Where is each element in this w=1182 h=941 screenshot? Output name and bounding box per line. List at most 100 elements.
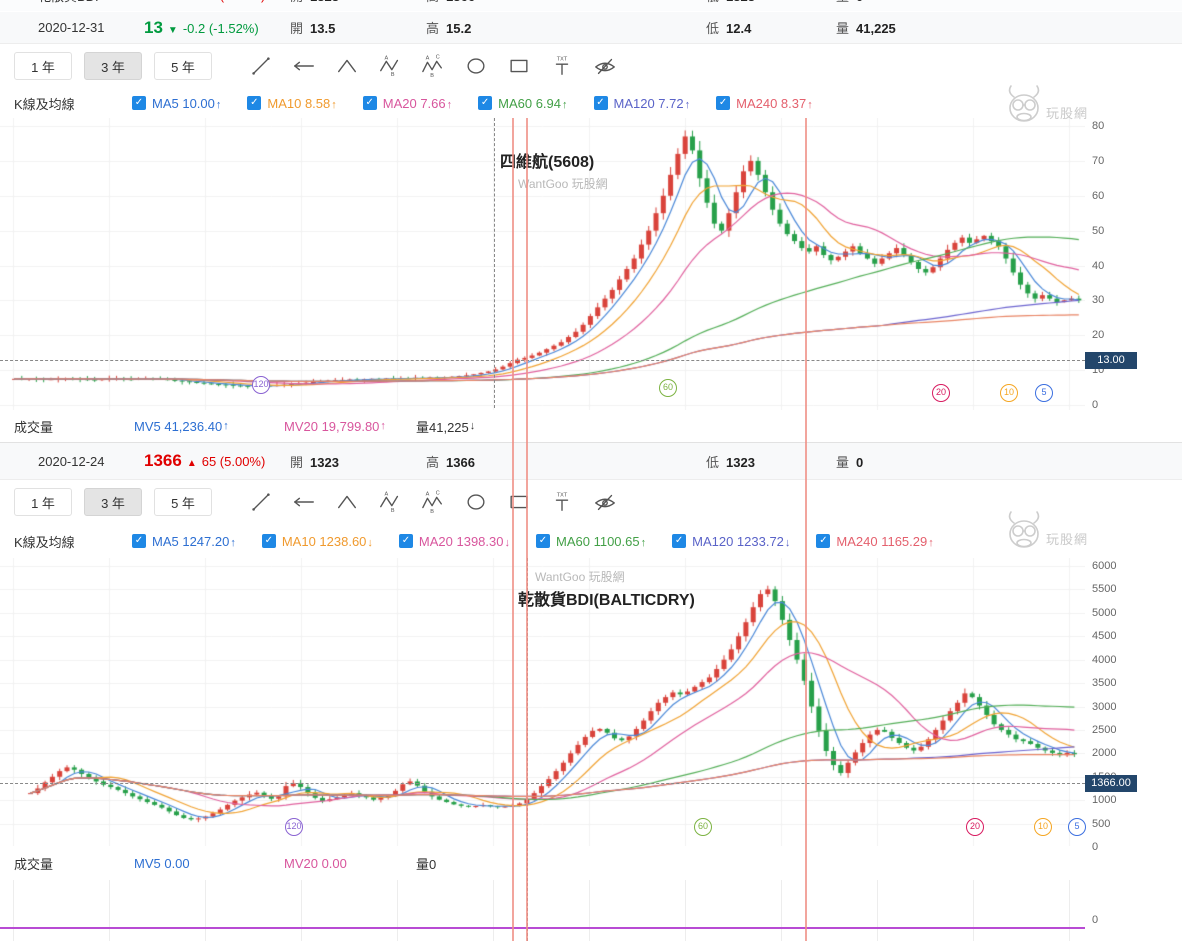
ma5-toggle[interactable]: MA5 1247.20↑ — [132, 534, 236, 549]
ma240-toggle[interactable]: MA240 1165.29↑ — [816, 534, 934, 549]
ellipse-icon[interactable] — [463, 53, 489, 79]
angle-line-icon[interactable] — [334, 489, 360, 515]
range-3y-button[interactable]: 3 年 — [84, 52, 142, 80]
ma240-toggle[interactable]: MA240 8.37↑ — [716, 96, 813, 111]
ma-badge-20: 20 — [966, 818, 984, 836]
svg-text:C: C — [436, 55, 440, 61]
checkbox-checked-icon[interactable] — [398, 534, 413, 548]
volume-indicator-row: 成交量 MV5 41,236.40 ↑ MV20 19,799.80 ↑ 量41,2… — [0, 410, 1182, 442]
volume-label: 成交量 — [14, 419, 54, 435]
quote-bar: 2020-12-24 1366 ▲ 65 (5.00%) 開 1323 高 1366… — [0, 442, 1182, 480]
text-annotation-icon[interactable]: TXT — [549, 489, 575, 515]
ma-indicator-row: K線及均線 MA5 1247.20↑ MA10 1238.60↓ MA20 13… — [0, 511, 1182, 558]
horizontal-ray-icon[interactable] — [291, 53, 317, 79]
range-5y-button[interactable]: 5 年 — [154, 488, 212, 516]
svg-text:C: C — [436, 491, 440, 497]
trendline-icon[interactable] — [248, 53, 274, 79]
range-1y-button[interactable]: 1 年 — [14, 52, 72, 80]
ma10-toggle[interactable]: MA10 8.58↑ — [247, 96, 337, 111]
bdi-candlestick-chart[interactable]: WantGoo 玩股網 乾散貨BDI(BALTICDRY) 6000 5500 50… — [0, 558, 1182, 853]
stock-candlestick-chart[interactable]: 四維航(5608) WantGoo 玩股網 80 70 60 50 40 30 20 10 0 … — [0, 118, 1182, 411]
svg-text:TXT: TXT — [557, 56, 568, 62]
high-field: 高 15.2 — [426, 21, 472, 36]
ma120-toggle[interactable]: MA120 1233.72↓ — [672, 534, 790, 549]
ma10-toggle[interactable]: MA10 1238.60↓ — [261, 534, 373, 549]
low-field: 低 12.4 — [706, 21, 752, 36]
range-5y-button[interactable]: 5 年 — [154, 52, 212, 80]
ma20-toggle[interactable]: MA20 1398.30↓ — [398, 534, 510, 549]
checkbox-checked-icon[interactable] — [478, 96, 493, 110]
grid-lines — [13, 880, 1085, 941]
svg-text:B: B — [430, 509, 434, 514]
svg-text:A: A — [426, 56, 430, 62]
indicator-label: K線及均線 — [14, 96, 75, 112]
svg-text:B: B — [430, 73, 434, 78]
ma-badge-10: 10 — [1034, 818, 1052, 836]
ma5-toggle[interactable]: MA5 10.00↑ — [132, 96, 221, 111]
ma60-toggle[interactable]: MA60 6.94↑ — [478, 96, 568, 111]
clipped-price: 1366 ▲ 65 (5.00%) — [144, 0, 290, 5]
ma120-toggle[interactable]: MA120 7.72↑ — [593, 96, 690, 111]
y-axis-tick: 80 — [1092, 120, 1105, 132]
svg-text:A: A — [384, 492, 388, 498]
up-triangle-icon: ▲ — [186, 458, 197, 469]
hide-drawings-icon[interactable] — [592, 53, 618, 79]
ma20-toggle[interactable]: MA20 7.66↑ — [362, 96, 452, 111]
chart-canvas[interactable] — [0, 558, 1085, 846]
checkbox-checked-icon[interactable] — [536, 534, 550, 548]
y-axis-tick: 6000 — [1092, 560, 1117, 572]
range-3y-button[interactable]: 3 年 — [84, 488, 142, 516]
clipped-symbol-label: 乾散貨BDI — [38, 0, 144, 5]
y-axis-tick: 30 — [1092, 294, 1105, 307]
watermark: WantGoo 玩股網 — [518, 177, 608, 191]
ma-badge-20: 20 — [932, 384, 950, 402]
chart-title: 乾散貨BDI(BALTICDRY) — [518, 592, 695, 609]
y-axis-tick: 5000 — [1092, 606, 1117, 619]
quote-date: 2020-12-24 — [38, 453, 105, 469]
y-axis-tick: 20 — [1092, 329, 1105, 342]
checkbox-checked-icon[interactable] — [132, 96, 146, 110]
checkbox-checked-icon[interactable] — [362, 96, 377, 110]
ma-badge-60: 60 — [659, 379, 677, 397]
volume-field: 量 41,225 — [836, 21, 896, 36]
y-axis-tick: 70 — [1092, 154, 1105, 167]
ellipse-icon[interactable] — [463, 489, 489, 515]
rectangle-icon[interactable] — [506, 489, 532, 515]
angle-line-icon[interactable] — [334, 53, 360, 79]
ma60-toggle[interactable]: MA60 1100.65↑ — [536, 534, 646, 549]
logo-text: 玩股網 — [1046, 106, 1088, 121]
ma-indicator-row: K線及均線 MA5 10.00↑ MA10 8.58↑ MA20 7.66↑ M… — [0, 85, 1182, 122]
drawn-vertical-line[interactable] — [805, 118, 807, 941]
checkbox-checked-icon[interactable] — [816, 534, 831, 548]
bdi-volume-pane[interactable]: 0 — [0, 880, 1182, 941]
drawn-vertical-line[interactable] — [512, 118, 514, 941]
y-axis-tick: 0 — [1092, 914, 1099, 926]
checkbox-checked-icon[interactable] — [716, 96, 731, 110]
abc-wave-icon[interactable]: A B C — [420, 53, 446, 79]
range-1y-button[interactable]: 1 年 — [14, 488, 72, 516]
volume-value: 量41,225 ↓ — [416, 419, 476, 435]
checkbox-checked-icon[interactable] — [261, 534, 276, 548]
checkbox-checked-icon[interactable] — [247, 96, 262, 110]
checkbox-checked-icon[interactable] — [593, 96, 608, 110]
drawn-vertical-line[interactable] — [526, 118, 528, 941]
trendline-icon[interactable] — [248, 489, 274, 515]
rectangle-icon[interactable] — [506, 53, 532, 79]
horizontal-ray-icon[interactable] — [291, 489, 317, 515]
up-triangle-icon: ▲ — [187, 0, 197, 3]
hide-drawings-icon[interactable] — [592, 489, 618, 515]
y-axis-tick: 500 — [1092, 817, 1111, 830]
checkbox-checked-icon[interactable] — [132, 534, 146, 548]
text-annotation-icon[interactable]: TXT — [549, 53, 575, 79]
wantgoo-bull-logo: 玩股網 — [1004, 510, 1096, 557]
chart-canvas[interactable] — [0, 118, 1085, 410]
checkbox-checked-icon[interactable] — [672, 534, 687, 548]
svg-text:A: A — [384, 56, 388, 62]
abc-wave-icon[interactable]: A B C — [420, 489, 446, 515]
